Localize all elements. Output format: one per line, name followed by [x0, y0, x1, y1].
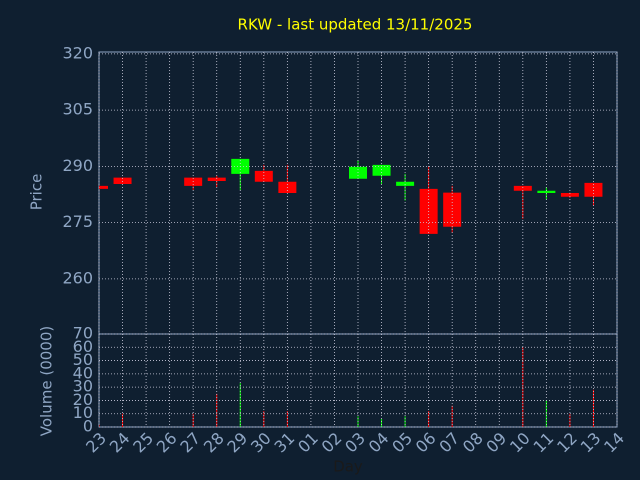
candle-body [254, 170, 273, 182]
candle-body [99, 185, 108, 189]
volume-axis-label: Volume (0000) [38, 326, 56, 436]
candle-body [584, 182, 603, 197]
x-axis-label: Day [333, 458, 363, 476]
candle-body [513, 185, 532, 191]
y-tick-label: 275 [62, 212, 93, 231]
y-tick-label: 290 [62, 156, 93, 175]
candle-body [113, 177, 132, 184]
volume-tick-label: 50 [73, 350, 93, 369]
candle-body [207, 177, 226, 181]
y-tick-label: 305 [62, 100, 93, 119]
volume-tick-label: 70 [73, 324, 93, 343]
candle-body [396, 181, 415, 186]
volume-tick-label: 0 [83, 417, 93, 436]
volume-tick-label: 30 [73, 377, 93, 396]
candle-body [372, 164, 391, 176]
volume-tick-label: 20 [73, 390, 93, 409]
candle-body [537, 190, 556, 193]
volume-tick-label: 40 [73, 363, 93, 382]
candle-body [443, 192, 462, 227]
volume-tick-label: 60 [73, 337, 93, 356]
y-tick-label: 260 [62, 268, 93, 287]
volume-tick-label: 10 [73, 403, 93, 422]
volume-frame [98, 333, 618, 428]
chart-title: RKW - last updated 13/11/2025 [238, 16, 473, 34]
x-tick-label: 14 [600, 429, 628, 457]
y-axis-label: Price [28, 174, 46, 211]
y-tick-label: 320 [62, 43, 93, 62]
candle-body [560, 193, 579, 197]
